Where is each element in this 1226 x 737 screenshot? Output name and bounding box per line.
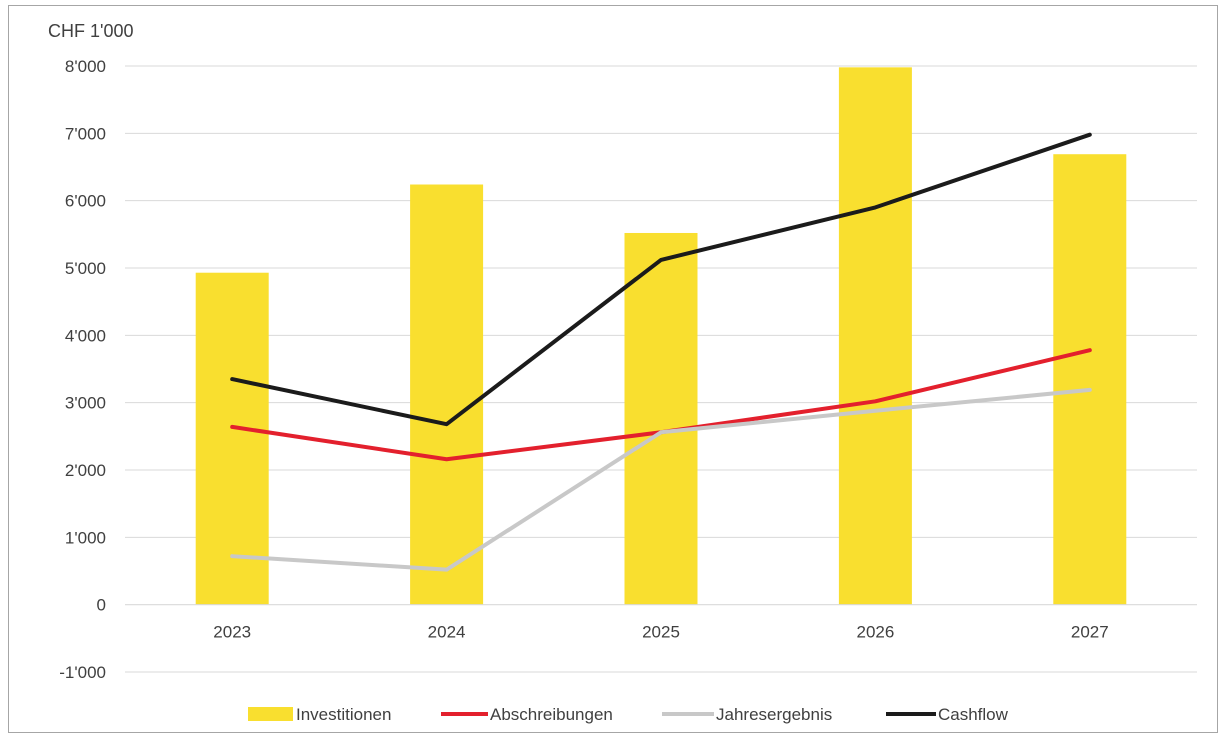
- y-tick-label: 3'000: [65, 394, 106, 413]
- line-cashflow: [230, 132, 1092, 427]
- x-tick-label: 2025: [642, 623, 680, 642]
- y-tick-label: 7'000: [65, 124, 106, 143]
- y-axis-labels: 8'000 7'000 6'000 5'000 4'000 3'000 2'000 1'000…: [59, 57, 106, 682]
- legend-label-investitionen: Investitionen: [296, 705, 391, 724]
- y-tick-label: 0: [97, 596, 106, 615]
- x-tick-label: 2023: [213, 623, 251, 642]
- legend-swatch-investitionen: [248, 707, 293, 721]
- legend-label-cashflow: Cashflow: [938, 705, 1009, 724]
- unit-label: CHF 1'000: [48, 21, 133, 41]
- x-axis-labels: 2023 2024 2025 2026 2027: [213, 623, 1108, 642]
- x-tick-label: 2024: [428, 623, 466, 642]
- series-lines: [230, 132, 1092, 572]
- y-tick-label: 5'000: [65, 259, 106, 278]
- legend: Investitionen Abschreibungen Jahresergebni…: [248, 705, 1009, 724]
- bar-investitionen: [838, 67, 912, 605]
- y-tick-label: -1'000: [59, 663, 106, 682]
- legend-label-jahresergebnis: Jahresergebnis: [716, 705, 832, 724]
- y-tick-label: 2'000: [65, 461, 106, 480]
- bars: [195, 67, 1127, 605]
- y-tick-label: 1'000: [65, 528, 106, 547]
- x-tick-label: 2026: [856, 623, 894, 642]
- bar-investitionen: [1053, 154, 1127, 605]
- legend-label-abschreibungen: Abschreibungen: [490, 705, 613, 724]
- y-tick-label: 4'000: [65, 326, 106, 345]
- y-tick-label: 6'000: [65, 192, 106, 211]
- bar-investitionen: [410, 184, 484, 605]
- line-jahresergebnis: [230, 387, 1092, 572]
- bar-investitionen: [624, 232, 698, 605]
- y-tick-label: 8'000: [65, 57, 106, 76]
- bar-investitionen: [195, 272, 269, 605]
- x-tick-label: 2027: [1071, 623, 1109, 642]
